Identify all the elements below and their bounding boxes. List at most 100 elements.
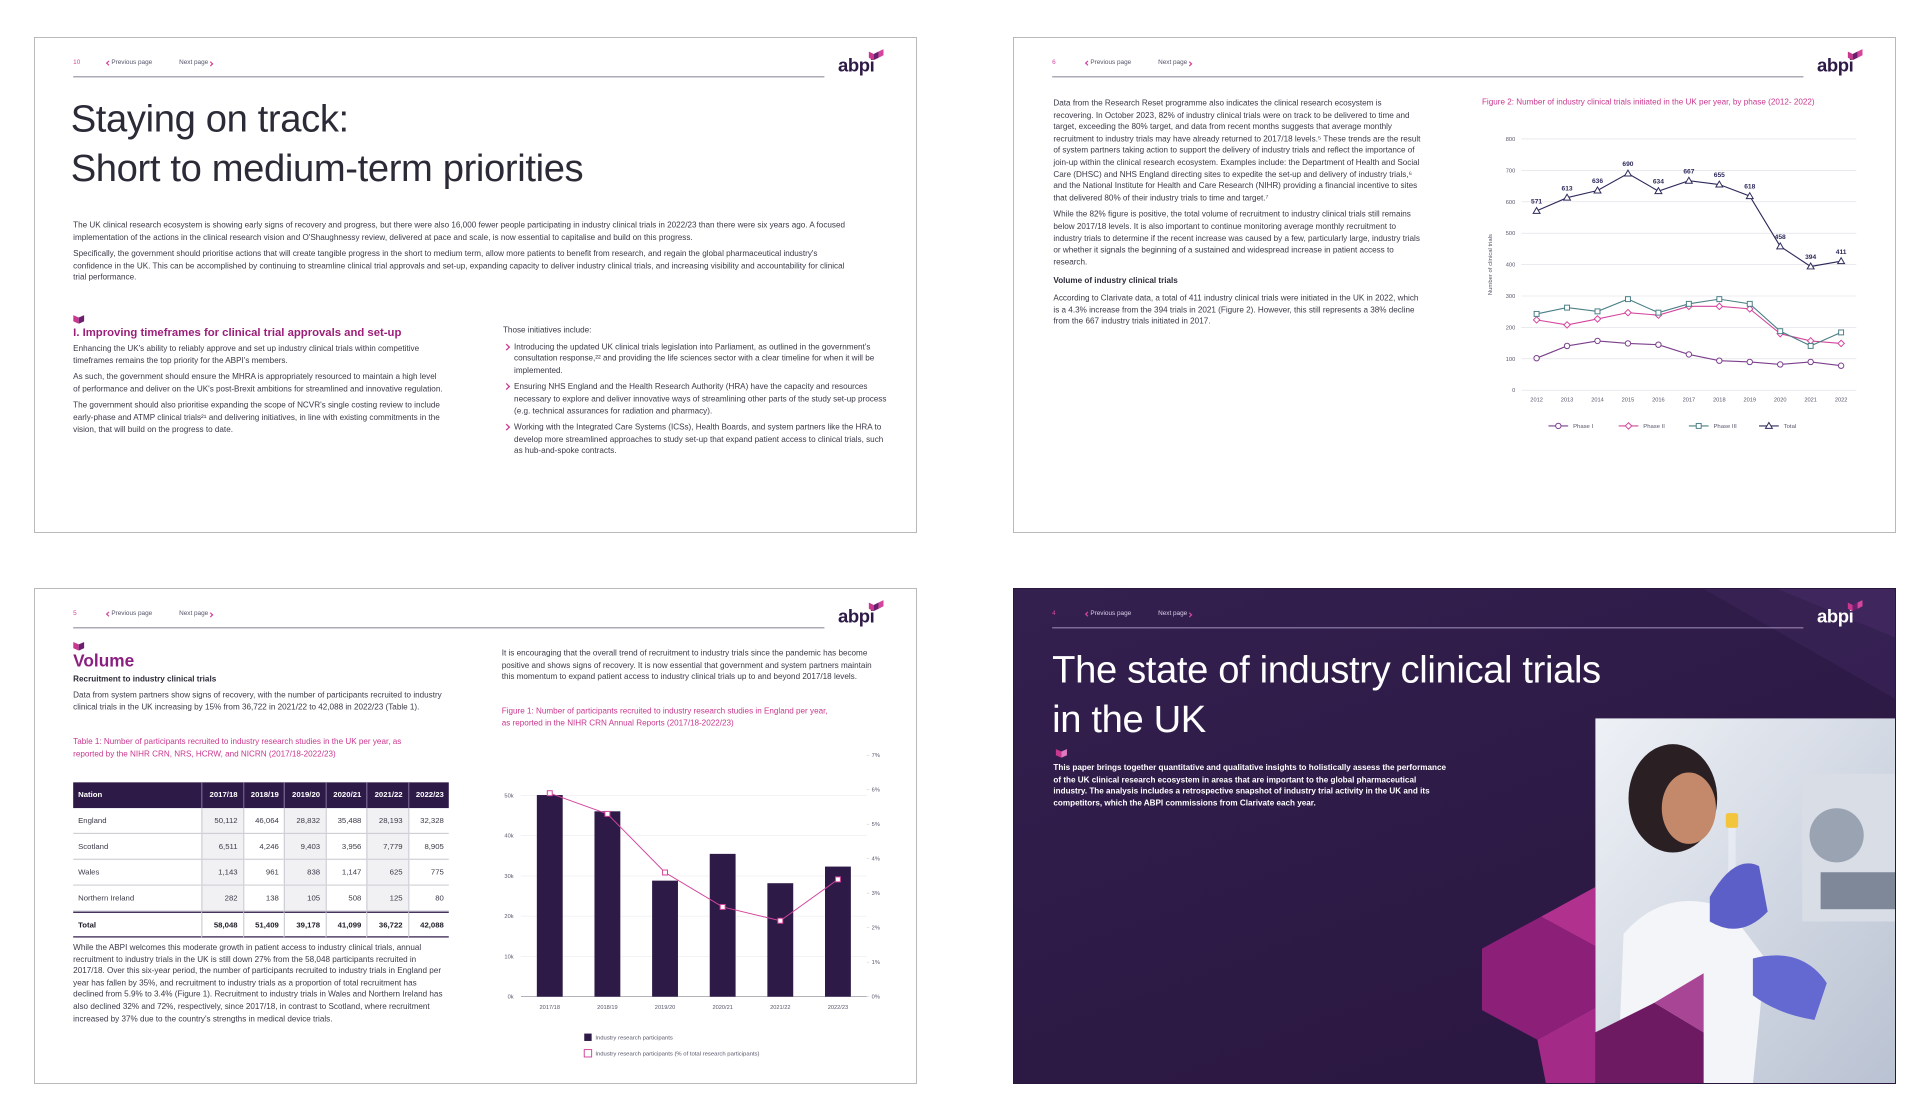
logo-shape: [1857, 49, 1863, 58]
bullet: Introducing the updated UK clinical tria…: [503, 342, 887, 377]
bullet-text: Introducing the updated UK clinical tria…: [514, 342, 875, 376]
table-cell: 8,905: [407, 834, 449, 860]
logo-shape: [878, 49, 884, 58]
logo-shape: [868, 602, 874, 612]
bullet-marker: [503, 423, 511, 431]
point: [1594, 337, 1601, 345]
table-cell: Wales: [73, 859, 202, 886]
title-line: Staying on track:: [70, 97, 349, 141]
legend-label: Phase II: [1643, 424, 1665, 430]
y2-tick-label: 0%: [872, 995, 880, 1001]
logo-shape: [873, 51, 879, 61]
table-cell: 775: [407, 859, 449, 886]
table-title: Table 1: Number of participants recruite…: [73, 738, 402, 759]
table-cell: 46,064: [242, 808, 284, 835]
bullet: Ensuring NHS England and the Health Rese…: [503, 382, 887, 417]
table-cell: 508: [325, 885, 367, 912]
nav-previous[interactable]: Previous page: [111, 609, 153, 618]
point: [1777, 361, 1784, 368]
x-tick-label: 2013: [1561, 397, 1574, 403]
paragraph: Data from the Research Reset programme a…: [1053, 99, 1421, 203]
table-cell: 6,511: [201, 834, 243, 860]
y2-tick-label: 1%: [872, 960, 880, 966]
point: [1745, 304, 1754, 313]
page-content: The state of industry clinical trials in…: [1014, 589, 1895, 1083]
y-tick-label: 300: [1506, 294, 1515, 300]
table-cell: England: [73, 808, 202, 835]
table-cell: 36,722: [366, 911, 408, 938]
point: [1655, 341, 1662, 348]
data-label: 618: [1744, 184, 1755, 191]
page-number: 4: [1052, 609, 1056, 618]
point: [1685, 300, 1692, 307]
page-content: Data from the Research Reset programme a…: [1014, 38, 1895, 532]
bar: [709, 853, 736, 997]
table-cell: Northern Ireland: [73, 885, 202, 912]
point: [1593, 315, 1602, 323]
point: [1593, 186, 1602, 194]
point: [834, 876, 841, 883]
page-number: 10: [73, 58, 81, 67]
logo-mark: [1847, 49, 1863, 61]
subheading: Recruitment to industry clinical trials: [73, 675, 217, 684]
y2-tick-label: 3%: [872, 891, 880, 897]
table-cell: 282: [201, 885, 243, 912]
page-panel: Volume Recruitment to industry clinical …: [34, 588, 917, 1084]
point: [1684, 176, 1694, 184]
y-tick-label: 50k: [504, 793, 513, 799]
point: [1715, 302, 1724, 311]
bar: [825, 866, 851, 997]
y-tick-label: 10k: [504, 954, 513, 960]
table-header: 2017/18: [201, 782, 243, 809]
figure-title: Figure 2: Number of industry clinical tr…: [1481, 98, 1815, 107]
point: [604, 810, 611, 817]
legend-label: Phase III: [1713, 424, 1737, 430]
point: [1836, 256, 1846, 265]
logo[interactable]: abpi: [837, 55, 875, 77]
point: [1806, 262, 1815, 270]
nav-next[interactable]: Next page: [1158, 609, 1188, 618]
table-header: 2019/20: [283, 782, 326, 809]
point: [1564, 304, 1571, 311]
logo[interactable]: abpi: [837, 606, 875, 628]
nav-previous[interactable]: Previous page: [1090, 58, 1132, 67]
nav-previous[interactable]: Previous page: [1090, 609, 1132, 618]
nav-chevron: [207, 60, 214, 66]
table-cell: 58,048: [201, 911, 243, 938]
point: [1764, 421, 1774, 429]
logo-mark: [868, 49, 884, 61]
table-cell: 7,779: [366, 834, 408, 860]
section-icon: [73, 315, 85, 324]
paragraph: Enhancing the UK's ability to reliably a…: [73, 344, 420, 366]
point: [1533, 354, 1540, 362]
x-tick-label: 2014: [1591, 397, 1604, 403]
table-header: 2020/21: [325, 782, 367, 809]
x-tick-label: 2017: [1683, 397, 1696, 403]
subheading: Volume of industry clinical trials: [1053, 277, 1178, 286]
nav-next[interactable]: Next page: [179, 609, 209, 618]
logo-shape: [873, 602, 879, 612]
table-header: 2022/23: [407, 782, 449, 809]
nav-next[interactable]: Next page: [179, 58, 209, 67]
nav-previous[interactable]: Previous page: [111, 58, 153, 67]
data-label: 690: [1622, 161, 1633, 168]
table-cell: 28,193: [366, 808, 408, 835]
paragraph: According to Clarivate data, a total of …: [1053, 294, 1419, 327]
logo[interactable]: abpi: [1816, 606, 1854, 628]
legend-label: Phase I: [1573, 424, 1593, 430]
bullet-text: Working with the Integrated Care Systems…: [514, 423, 884, 456]
nav-next[interactable]: Next page: [1158, 58, 1188, 67]
logo[interactable]: abpi: [1816, 55, 1854, 77]
x-tick-label: 2021: [1804, 397, 1817, 403]
participants-chart: 0k 10k 20k 30k 40k 50k 0% 1% 2% 3% 4% 5% 6% 7% 2017/18…: [504, 753, 880, 1057]
point: [1745, 191, 1755, 200]
x-tick-label: 2015: [1622, 397, 1635, 403]
figure-title: Figure 1: Number of participants recruit…: [501, 707, 828, 728]
y-tick-label: 30k: [504, 874, 513, 880]
table-cell: 138: [242, 885, 284, 912]
table-cell: 50,112: [201, 808, 243, 835]
bullet-text: Ensuring NHS England and the Health Rese…: [514, 383, 887, 416]
trials-chart: 0 100 200 300 400 500 600 700 800 Number of clini…: [1488, 137, 1857, 430]
point: [1624, 340, 1632, 347]
